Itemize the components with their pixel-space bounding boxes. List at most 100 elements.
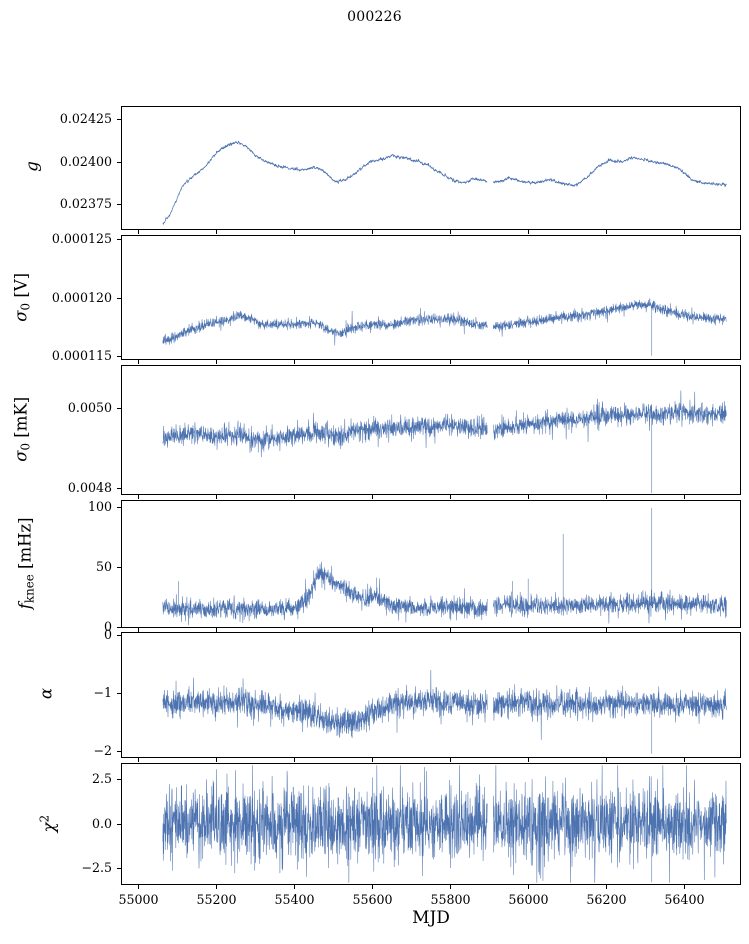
- y-tick-mark-chi-squared-1: [116, 823, 121, 825]
- x-tick-mark-0-0: [138, 230, 140, 235]
- y-tick-label-chi-squared-2: 2.5: [91, 770, 112, 786]
- x-tick-mark-4-5: [527, 758, 530, 763]
- x-tick-mark-3-7: [683, 628, 686, 633]
- plot-panel-alpha: [121, 632, 741, 758]
- x-tick-mark-3-2: [294, 628, 296, 633]
- x-tick-label-4: 55800: [430, 892, 471, 907]
- x-tick-mark-4-4: [449, 758, 452, 763]
- x-tick-mark-5-2: [294, 885, 296, 890]
- y-tick-mark-f-knee-1: [116, 566, 121, 568]
- y-tick-label-sigma0-volts-0: 0.000115: [51, 348, 112, 364]
- y-tick-mark-sigma0-millikelvin-0: [116, 487, 121, 489]
- x-tick-mark-2-7: [683, 495, 686, 500]
- x-tick-label-1: 55200: [196, 892, 237, 907]
- x-tick-mark-1-5: [527, 360, 530, 365]
- y-tick-label-sigma0-millikelvin-0: 0.0048: [67, 479, 112, 495]
- x-tick-mark-2-5: [527, 495, 530, 500]
- y-axis-label-f-knee: fknee [mHz]: [15, 517, 37, 610]
- y-tick-label-sigma0-volts-1: 0.000120: [51, 289, 112, 305]
- series-canvas-chi-squared: [122, 764, 740, 884]
- data-series-chi-squared: [163, 765, 727, 882]
- x-tick-mark-1-3: [372, 360, 374, 365]
- x-tick-mark-4-7: [683, 758, 686, 763]
- plot-panel-chi-squared: [121, 763, 741, 885]
- x-tick-mark-5-7: [683, 885, 686, 890]
- y-tick-label-f-knee-1: 50: [95, 558, 112, 574]
- x-tick-label-7: 56400: [664, 892, 705, 907]
- y-axis-label-gain: g: [22, 161, 42, 172]
- x-tick-mark-2-1: [216, 495, 218, 500]
- y-tick-mark-sigma0-volts-1: [116, 297, 121, 299]
- y-tick-mark-chi-squared-0: [116, 868, 121, 870]
- y-tick-mark-sigma0-millikelvin-1: [116, 407, 121, 409]
- x-tick-mark-2-3: [372, 495, 374, 500]
- y-tick-label-chi-squared-0: −2.5: [81, 860, 112, 876]
- x-tick-mark-3-5: [527, 628, 530, 633]
- x-tick-mark-1-6: [605, 360, 608, 365]
- x-tick-mark-5-1: [216, 885, 218, 890]
- x-tick-mark-2-0: [138, 495, 140, 500]
- x-tick-label-2: 55400: [274, 892, 315, 907]
- y-tick-mark-alpha-2: [116, 634, 121, 636]
- x-tick-mark-0-5: [527, 230, 530, 235]
- y-tick-label-gain-2: 0.02425: [59, 111, 112, 127]
- x-tick-mark-0-7: [683, 230, 686, 235]
- x-tick-label-3: 55600: [352, 892, 393, 907]
- x-tick-mark-0-3: [372, 230, 374, 235]
- y-tick-label-sigma0-millikelvin-1: 0.0050: [67, 399, 112, 415]
- x-tick-mark-4-0: [138, 758, 140, 763]
- figure-title: 000226: [347, 9, 402, 25]
- y-axis-label-alpha: α: [36, 687, 56, 700]
- series-canvas-alpha: [122, 633, 740, 757]
- data-series-sigma0-volts: [163, 299, 727, 356]
- x-tick-mark-4-2: [294, 758, 296, 763]
- x-tick-mark-5-6: [605, 885, 608, 890]
- x-tick-mark-2-6: [605, 495, 608, 500]
- series-canvas-sigma0-volts: [122, 236, 740, 359]
- x-tick-mark-4-1: [216, 758, 218, 763]
- x-tick-mark-1-1: [216, 360, 218, 365]
- plot-panel-sigma0-volts: [121, 235, 741, 360]
- y-tick-label-alpha-1: −1: [93, 685, 112, 701]
- x-tick-mark-5-0: [138, 885, 140, 890]
- series-canvas-f-knee: [122, 501, 740, 627]
- x-tick-mark-1-0: [138, 360, 140, 365]
- x-tick-mark-3-6: [605, 628, 608, 633]
- y-tick-label-f-knee-0: 0: [103, 618, 112, 634]
- y-tick-mark-f-knee-2: [116, 506, 121, 508]
- y-tick-label-gain-0: 0.02375: [59, 195, 112, 211]
- y-tick-mark-alpha-0: [116, 751, 121, 753]
- y-tick-mark-sigma0-volts-0: [116, 356, 121, 358]
- y-tick-mark-chi-squared-2: [116, 778, 121, 780]
- x-tick-mark-1-2: [294, 360, 296, 365]
- x-tick-mark-5-5: [527, 885, 530, 890]
- x-tick-mark-5-4: [449, 885, 452, 890]
- x-tick-mark-3-1: [216, 628, 218, 633]
- x-tick-mark-4-6: [605, 758, 608, 763]
- y-tick-mark-sigma0-volts-2: [116, 239, 121, 241]
- y-tick-label-alpha-0: −2: [93, 743, 112, 759]
- y-tick-label-chi-squared-1: 0.0: [91, 815, 112, 831]
- x-tick-label-6: 56200: [586, 892, 627, 907]
- data-series-alpha: [163, 670, 727, 754]
- x-tick-mark-1-4: [449, 360, 452, 365]
- series-canvas-gain: [122, 107, 740, 229]
- x-tick-label-5: 56000: [508, 892, 549, 907]
- x-tick-mark-3-0: [138, 628, 140, 633]
- x-tick-mark-3-4: [449, 628, 452, 633]
- x-axis-label: MJD: [412, 908, 450, 928]
- x-tick-mark-5-3: [372, 885, 374, 890]
- x-tick-mark-2-2: [294, 495, 296, 500]
- plot-panel-f-knee: [121, 500, 741, 628]
- x-tick-mark-0-2: [294, 230, 296, 235]
- data-series-sigma0-millikelvin: [163, 391, 727, 493]
- plot-panel-sigma0-millikelvin: [121, 365, 741, 495]
- y-axis-label-chi-squared: χ2: [37, 814, 59, 833]
- x-tick-mark-0-4: [449, 230, 452, 235]
- y-tick-label-alpha-2: 0: [103, 626, 112, 642]
- y-tick-mark-gain-2: [116, 119, 121, 121]
- y-tick-mark-f-knee-0: [116, 626, 121, 628]
- x-tick-mark-0-6: [605, 230, 608, 235]
- x-tick-mark-2-4: [449, 495, 452, 500]
